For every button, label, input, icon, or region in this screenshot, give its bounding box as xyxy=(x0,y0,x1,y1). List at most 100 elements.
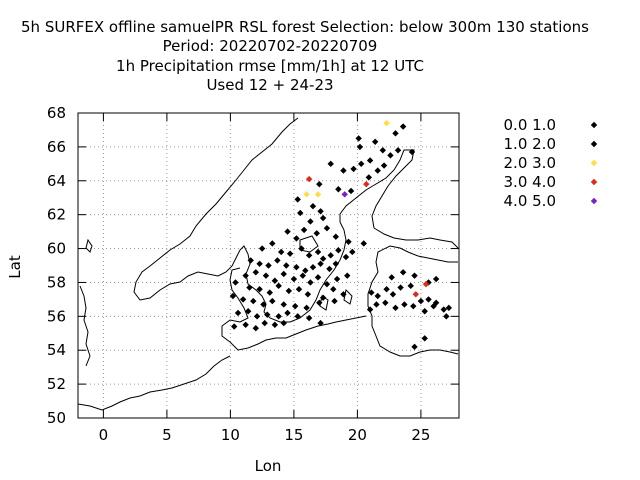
data-point xyxy=(440,306,447,313)
data-point xyxy=(271,277,279,284)
data-point xyxy=(371,138,379,146)
legend-marker xyxy=(590,159,598,167)
chart-title: 5h SURFEX offline samuelPR RSL forest Se… xyxy=(21,18,589,94)
data-point xyxy=(366,157,374,164)
data-point xyxy=(373,301,380,308)
data-point xyxy=(266,289,273,296)
y-tick-label: 68 xyxy=(47,104,66,122)
data-point xyxy=(347,187,355,195)
data-point xyxy=(319,294,327,301)
data-point xyxy=(252,324,259,332)
x-tick-label: 0 xyxy=(99,426,109,444)
data-point xyxy=(269,240,276,247)
data-point xyxy=(368,289,375,296)
data-point xyxy=(250,297,257,305)
data-point xyxy=(392,130,399,137)
x-tick-label: 20 xyxy=(348,426,367,444)
data-point xyxy=(280,319,287,327)
title-line: Used 12 + 24-23 xyxy=(206,76,333,94)
data-point xyxy=(305,252,313,259)
legend-label: 3.0 4.0 xyxy=(504,173,556,191)
y-axis-label: Lat xyxy=(6,255,24,279)
data-point xyxy=(280,270,287,278)
data-point xyxy=(319,214,327,222)
data-point xyxy=(317,208,324,215)
data-point xyxy=(316,299,323,306)
data-points xyxy=(229,119,453,351)
legend-label: 4.0 5.0 xyxy=(504,192,556,210)
data-point xyxy=(417,297,425,305)
data-point xyxy=(374,292,381,300)
data-point xyxy=(389,291,397,298)
data-point xyxy=(242,272,249,279)
data-point xyxy=(305,175,313,183)
data-point xyxy=(332,233,340,240)
data-point xyxy=(411,272,418,279)
title-line: 1h Precipitation rmse [mm/1h] at 12 UTC xyxy=(116,57,424,75)
data-point xyxy=(323,280,331,288)
data-point xyxy=(293,235,300,242)
data-point xyxy=(335,186,342,193)
data-point xyxy=(286,250,294,257)
data-point xyxy=(232,279,239,286)
data-point xyxy=(421,335,428,342)
x-tick-label: 25 xyxy=(411,426,430,444)
data-point xyxy=(304,291,312,298)
y-tick-label: 60 xyxy=(47,240,66,258)
x-axis-label: Lon xyxy=(255,457,282,475)
data-point xyxy=(355,135,362,142)
data-point xyxy=(285,287,293,295)
legend-marker xyxy=(590,121,598,129)
data-point xyxy=(298,245,305,252)
data-point xyxy=(260,301,267,308)
data-point xyxy=(388,274,395,281)
data-point xyxy=(229,292,237,300)
data-point xyxy=(407,282,414,290)
data-point xyxy=(269,297,276,305)
data-point xyxy=(271,321,279,329)
data-point xyxy=(445,304,453,312)
data-point xyxy=(363,180,370,188)
legend-label: 2.0 3.0 xyxy=(504,154,556,172)
data-point xyxy=(309,202,317,210)
data-point xyxy=(290,275,298,283)
data-point xyxy=(323,225,331,232)
data-point xyxy=(305,314,313,322)
data-point xyxy=(265,262,272,269)
data-point xyxy=(258,245,266,252)
x-tick-label: 15 xyxy=(284,426,303,444)
data-point xyxy=(422,280,430,288)
data-point xyxy=(314,248,322,256)
data-point xyxy=(303,304,310,312)
data-point xyxy=(309,263,317,271)
data-point xyxy=(253,313,261,320)
data-point xyxy=(335,247,342,254)
data-point xyxy=(256,260,263,268)
data-point xyxy=(314,274,322,281)
data-point xyxy=(341,191,348,198)
data-point xyxy=(262,272,270,279)
data-point xyxy=(408,148,416,156)
legend-marker xyxy=(590,197,598,205)
data-point xyxy=(356,143,364,151)
legend-marker xyxy=(590,178,598,186)
data-point xyxy=(313,230,320,237)
data-point xyxy=(411,343,418,351)
data-point xyxy=(307,218,314,225)
data-point xyxy=(374,167,381,174)
data-point xyxy=(307,279,314,286)
data-point xyxy=(387,152,394,159)
data-point xyxy=(297,209,304,217)
data-point xyxy=(360,240,367,247)
data-point xyxy=(302,267,309,274)
y-tick-label: 62 xyxy=(47,206,66,224)
data-point xyxy=(383,286,390,293)
y-tick-label: 56 xyxy=(47,307,66,325)
data-point xyxy=(340,167,347,174)
axes: 0 5 10 15 20 25 50 52 54 56 58 60 62 64 66 68 xyxy=(47,104,460,444)
data-point xyxy=(394,147,402,154)
data-point xyxy=(344,272,351,279)
data-point xyxy=(349,248,356,256)
data-point xyxy=(239,296,247,303)
